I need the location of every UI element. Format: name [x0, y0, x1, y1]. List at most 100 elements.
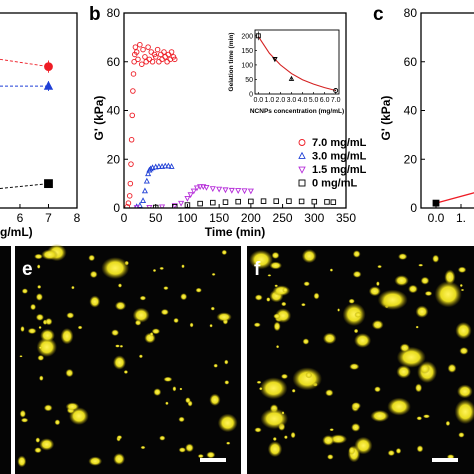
- panel-b-point-blue: [141, 187, 148, 194]
- inset-y-tick-label: 100: [241, 62, 253, 69]
- panel-a-x-tick-label: 6: [17, 211, 24, 225]
- panel-b-x-tick-label: 0: [121, 211, 128, 225]
- micrograph-particle: [20, 417, 29, 423]
- panel-b-point-blue: [147, 165, 154, 172]
- panel-b-point-red: [158, 51, 164, 58]
- micrograph-particle: [139, 295, 147, 301]
- micrograph-particle: [185, 397, 191, 404]
- panel-a-frame: [0, 12, 78, 209]
- panel-b-point-blue: [139, 197, 147, 203]
- micrograph-particle: [305, 371, 313, 379]
- micrograph-particle: [181, 264, 185, 269]
- micrograph-particle: [445, 420, 451, 427]
- panel-b-point-black: [210, 199, 216, 206]
- panel-b-point-red: [129, 112, 135, 119]
- panel-b-x-tick-label: 300: [304, 211, 324, 225]
- panel-c-chart: c 0 20 40 60 80 0.0 1. G' (kPa): [373, 4, 474, 225]
- micrograph-particle: [416, 445, 424, 453]
- panel-b-point-red: [164, 59, 170, 65]
- panel-b-point-red: [140, 46, 146, 53]
- micrograph-particle: [368, 286, 381, 297]
- micrograph-particle: [374, 386, 381, 393]
- inset-fit-curve: [257, 36, 336, 92]
- micrograph-particle: [36, 264, 41, 269]
- micrograph-particle: [280, 373, 289, 380]
- panel-b-point-magenta: [171, 203, 178, 208]
- panel-b-y-tick-label: 80: [107, 6, 121, 20]
- micrograph-particle: [209, 323, 213, 328]
- panel-b-y-tick-label: 20: [107, 152, 121, 166]
- panel-b-point-red: [145, 44, 151, 50]
- micrograph-particle: [37, 354, 45, 361]
- panel-a-point: [43, 80, 54, 90]
- panel-b-point-black: [197, 200, 203, 207]
- inset-x-tick-label: 3.0: [287, 97, 297, 104]
- micrograph-particle: [20, 325, 25, 333]
- micrograph-particle: [281, 301, 287, 307]
- micrograph-particle: [349, 363, 360, 370]
- micrograph-particle: [459, 283, 463, 288]
- micrograph-particle: [37, 284, 42, 289]
- micrograph-particle: [273, 321, 281, 332]
- micrograph-particle: [291, 388, 296, 393]
- micrograph-particle: [377, 265, 382, 269]
- micrograph-particle: [458, 432, 465, 438]
- panel-a-xlabel-fragment: g/mL): [0, 225, 33, 239]
- panel-b-point-magenta: [222, 187, 229, 194]
- micrograph-particle: [260, 408, 289, 430]
- micrograph-particle: [123, 370, 129, 374]
- panel-b-point-red: [154, 46, 161, 53]
- micrograph-particle: [327, 454, 334, 460]
- panel-a-trend-line: [0, 58, 49, 68]
- micrograph-particle: [276, 345, 280, 349]
- micrograph-particle: [457, 266, 467, 273]
- legend-label: 1.5 mg/mL: [312, 164, 367, 176]
- panel-b-point-black: [235, 198, 241, 205]
- micrograph-particle: [209, 393, 221, 406]
- micrograph-particle: [283, 435, 288, 440]
- inset-y-tick-label: 150: [241, 48, 253, 55]
- panel-c-ylabel: G' (kPa): [379, 96, 393, 141]
- micrograph-particle: [387, 397, 411, 416]
- panel-b-point-red: [156, 59, 162, 65]
- panel-b-y-tick-label: 40: [107, 104, 121, 118]
- micrograph-particle: [54, 419, 61, 426]
- panel-b-point-black: [324, 199, 330, 205]
- micrograph-f: f: [247, 246, 474, 474]
- micrograph-particle: [322, 332, 337, 345]
- panel-b-inset: 0.0 1.0 2.0 3.0 4.0 5.0 6.0 7.0 0 50 100 150 200 Gel…: [228, 29, 344, 115]
- panel-b-point-magenta: [187, 192, 194, 199]
- micrograph-particle: [114, 301, 127, 311]
- panel-b-point-red: [125, 200, 132, 206]
- micrograph-particle: [303, 281, 311, 287]
- panel-a-x-tick-label: 8: [74, 211, 81, 225]
- micrograph-e-letter: e: [22, 259, 33, 280]
- panel-b-point-black: [222, 199, 229, 205]
- micrograph-particle: [302, 338, 310, 345]
- micrograph-particle: [253, 322, 261, 328]
- panel-a-trend-line: [0, 183, 49, 189]
- micrograph-particle: [424, 290, 433, 297]
- micrograph-particle: [354, 311, 362, 318]
- panel-a-chart: 6 7 8 g/mL): [0, 12, 81, 239]
- micrograph-particle: [329, 428, 335, 432]
- micrograph-particle: [399, 343, 410, 353]
- micrograph-particle: [224, 359, 229, 365]
- micrograph-particle: [432, 254, 440, 263]
- panel-b-point-red: [128, 161, 134, 167]
- micrograph-particle: [101, 257, 130, 280]
- micrograph-particle: [416, 416, 423, 421]
- micrograph-particle: [21, 288, 29, 294]
- legend-label: 0 mg/mL: [312, 178, 358, 190]
- micrograph-particle: [89, 270, 98, 279]
- micrograph-particle: [19, 355, 23, 358]
- micrograph-particle: [65, 402, 80, 411]
- panel-b-point-red: [152, 54, 159, 60]
- panel-b-point-red: [148, 49, 155, 55]
- micrograph-particle: [329, 268, 334, 272]
- micrograph-particle: [41, 249, 58, 260]
- micrograph-particle: [273, 313, 281, 320]
- micrograph-f-scale-bar: [432, 458, 458, 462]
- micrograph-particle: [266, 297, 271, 302]
- panel-b-point-red: [128, 136, 135, 143]
